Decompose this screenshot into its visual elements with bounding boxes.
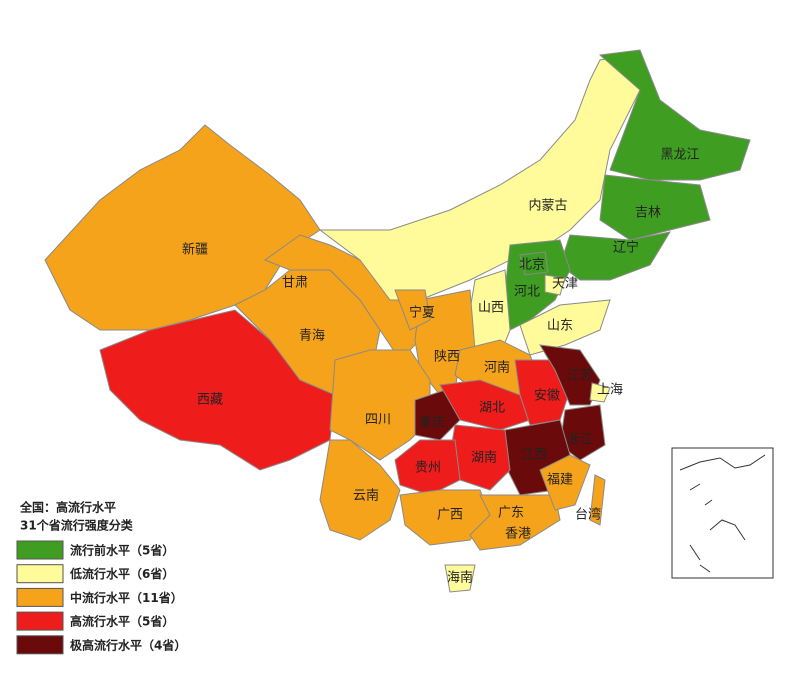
province — [394, 289, 431, 331]
province-label: 贵州 — [415, 461, 441, 476]
legend-label: 极高流行水平（4省） — [70, 637, 186, 652]
province — [598, 49, 751, 181]
province-label: 上海 — [597, 383, 623, 398]
legend-label: 中流行水平（11省） — [70, 590, 183, 605]
province — [414, 389, 461, 441]
province — [444, 564, 476, 593]
province — [599, 174, 711, 241]
province-label: 福建 — [547, 473, 573, 488]
legend-swatch — [16, 635, 64, 655]
legend-swatch — [16, 587, 64, 607]
inset-frame — [671, 447, 774, 579]
other-label: 香港 — [505, 527, 531, 542]
legend-swatch — [16, 540, 64, 560]
taiwan — [589, 474, 606, 526]
province-label: 河北 — [514, 285, 540, 300]
province-label: 青海 — [299, 329, 325, 344]
province-label: 西藏 — [197, 393, 223, 408]
province-label: 四川 — [365, 413, 391, 428]
province — [318, 54, 641, 301]
province-label: 黑龙江 — [660, 148, 699, 163]
province-label: 内蒙古 — [528, 198, 567, 214]
province-label: 吉林 — [635, 206, 661, 221]
province-label: 天津 — [552, 277, 578, 292]
province-label: 北京 — [519, 258, 545, 273]
province-label: 湖北 — [479, 401, 505, 416]
province-label: 江西 — [521, 448, 547, 463]
province — [394, 439, 461, 496]
province-label: 甘肃 — [282, 276, 308, 291]
province-label: 湖南 — [471, 450, 497, 466]
province-label: 辽宁 — [613, 240, 639, 256]
province-label: 云南 — [353, 488, 379, 504]
province — [519, 251, 549, 276]
inset — [671, 447, 774, 579]
province-label: 宁夏 — [409, 305, 435, 321]
inset-lines — [679, 454, 766, 573]
legend-title: 全国：高流行水平 — [19, 500, 116, 515]
provinces — [44, 49, 751, 593]
province — [539, 344, 601, 406]
province-label: 重庆 — [419, 415, 445, 431]
province-label: 安徽 — [534, 389, 560, 404]
province-label: 江苏 — [567, 368, 593, 384]
province — [589, 382, 611, 403]
legend-subtitle: 31个省流行强度分类 — [20, 518, 134, 533]
province — [469, 494, 561, 551]
legend-label: 流行前水平（5省） — [70, 543, 174, 558]
province-label: 陕西 — [434, 350, 460, 365]
province-label: 广西 — [437, 508, 463, 523]
province-label: 新疆 — [182, 242, 208, 258]
legend: 全国：高流行水平 31个省流行强度分类 流行前水平（5省） 低流行水平（6省） 中流… — [16, 500, 186, 655]
province-label: 山西 — [478, 301, 504, 316]
province — [544, 274, 566, 296]
legend-swatch — [16, 564, 64, 584]
province-label: 浙江 — [567, 433, 593, 448]
legend-label: 低流行水平（6省） — [69, 566, 174, 581]
province — [559, 231, 672, 281]
province-label: 广东 — [498, 506, 524, 521]
legend-swatch — [16, 611, 64, 631]
other-label: 台湾 — [575, 507, 601, 523]
province — [319, 439, 401, 541]
legend-label: 高流行水平（5省） — [70, 614, 174, 629]
province-label: 海南 — [447, 570, 473, 586]
province — [99, 309, 336, 471]
province-label: 山东 — [547, 319, 573, 334]
province — [539, 454, 591, 511]
province-label: 河南 — [484, 360, 510, 376]
